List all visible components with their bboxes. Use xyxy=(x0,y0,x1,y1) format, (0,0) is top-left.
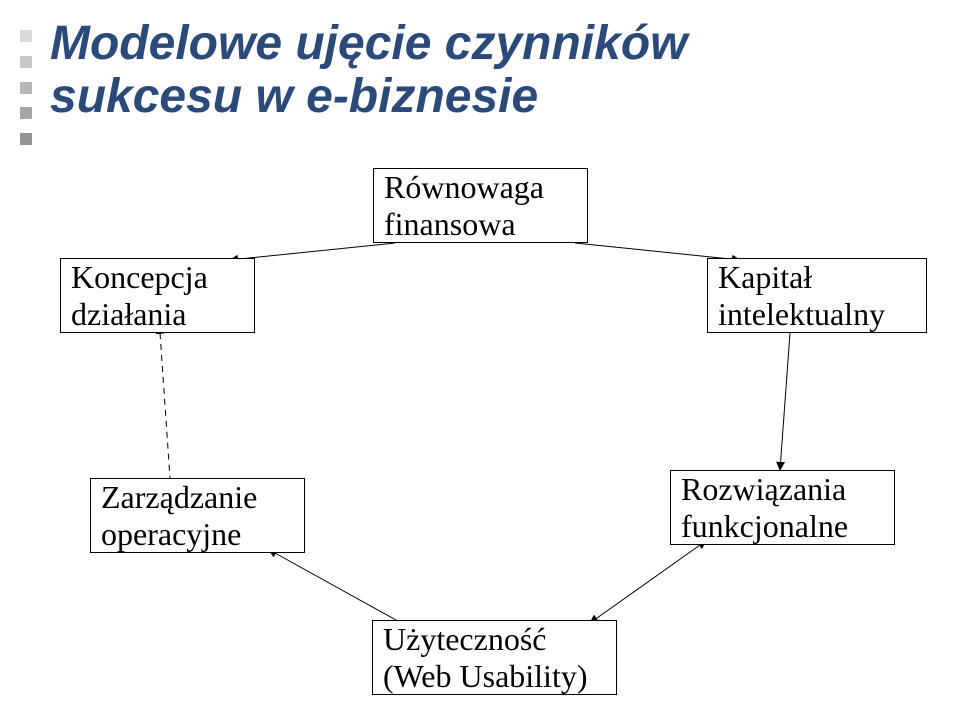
node-line: finansowa xyxy=(384,206,516,242)
node-rownowaga-finansowa: Równowaga finansowa xyxy=(373,168,588,243)
slide-title: Modelowe ujęcie czynników sukcesu w e-bi… xyxy=(50,18,687,124)
node-line: działania xyxy=(71,296,186,332)
accent-block xyxy=(20,133,32,145)
slide: Modelowe ujęcie czynników sukcesu w e-bi… xyxy=(0,0,960,726)
node-line: Koncepcja xyxy=(71,259,208,295)
node-zarzadzanie-operacyjne: Zarządzanie operacyjne xyxy=(90,478,305,553)
node-line: (Web Usability) xyxy=(383,658,587,694)
title-line-2: sukcesu w e-biznesie xyxy=(50,70,538,123)
accent-block xyxy=(20,56,32,68)
accent-block xyxy=(20,107,32,119)
node-line: Rozwiązania xyxy=(681,471,846,507)
title-accent xyxy=(20,30,32,145)
node-line: funkcjonalne xyxy=(681,508,848,544)
node-line: Użyteczność xyxy=(383,621,546,657)
node-kapital-intelektualny: Kapitał intelektualny xyxy=(707,258,927,333)
node-rozwiazania-funkcjonalne: Rozwiązania funkcjonalne xyxy=(670,470,895,545)
node-line: intelektualny xyxy=(718,296,885,332)
node-line: Równowaga xyxy=(384,169,544,205)
accent-block xyxy=(20,30,32,42)
node-line: operacyjne xyxy=(101,516,241,552)
title-line-1: Modelowe ujęcie czynników xyxy=(50,17,687,70)
node-koncepcja-dzialania: Koncepcja działania xyxy=(60,258,255,333)
node-line: Zarządzanie xyxy=(101,479,257,515)
node-line: Kapitał xyxy=(718,259,812,295)
accent-block xyxy=(20,82,32,94)
node-uzytecznosc-web-usability: Użyteczność (Web Usability) xyxy=(372,620,617,695)
